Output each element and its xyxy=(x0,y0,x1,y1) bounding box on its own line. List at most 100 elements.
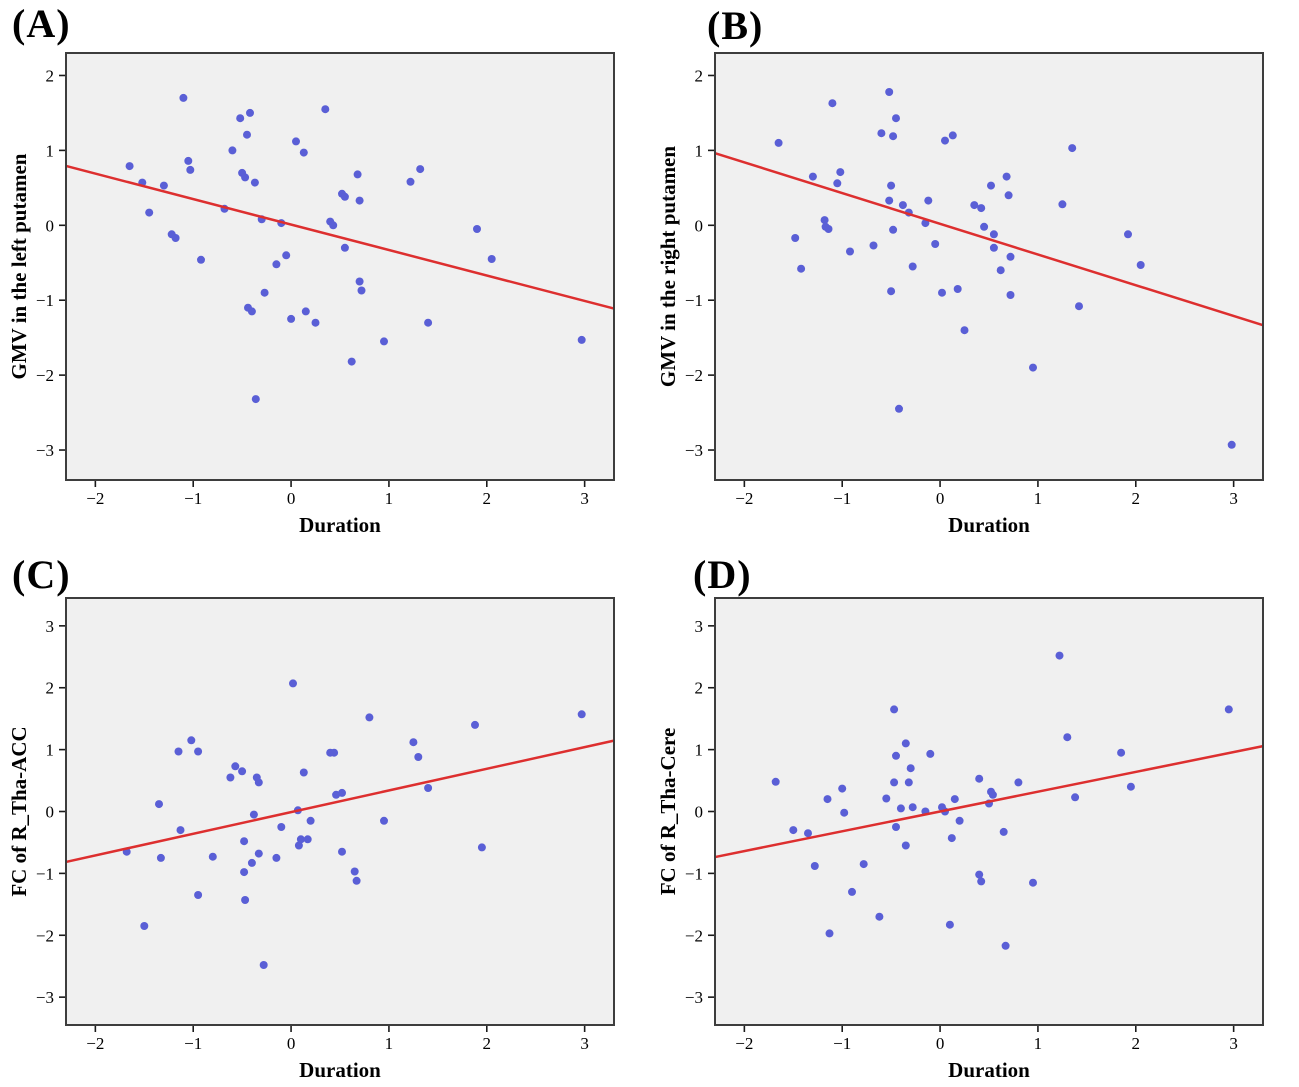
data-point xyxy=(260,288,269,297)
y-tick-label: 2 xyxy=(46,66,55,85)
data-point xyxy=(238,767,247,776)
plot-frame xyxy=(65,597,615,1026)
data-point xyxy=(1227,440,1236,449)
x-tick-label: −1 xyxy=(184,489,202,508)
data-point xyxy=(931,240,940,248)
data-point xyxy=(471,720,479,729)
y-tick-label: −3 xyxy=(36,441,54,460)
data-point xyxy=(301,307,310,316)
data-point xyxy=(330,748,339,757)
data-point xyxy=(1029,878,1037,887)
data-point xyxy=(825,929,834,938)
y-tick-label: 0 xyxy=(46,216,55,235)
data-point xyxy=(904,778,913,787)
data-point xyxy=(953,285,962,293)
data-point xyxy=(176,826,185,835)
data-point xyxy=(1117,748,1126,757)
x-tick-label: 0 xyxy=(287,1034,296,1053)
data-point xyxy=(228,146,237,155)
data-point xyxy=(247,858,256,867)
data-point xyxy=(955,816,964,825)
data-point xyxy=(338,788,346,797)
data-point xyxy=(804,829,812,838)
data-point xyxy=(889,132,898,141)
scatter-chart-d: −2 −1 0 1 2 3 3 2 1 0 −1 −2 −3 Duration FC of R_Tha-Ce… xyxy=(649,545,1299,1087)
data-point xyxy=(208,852,217,861)
data-point xyxy=(250,178,259,187)
data-point xyxy=(898,201,907,210)
data-point xyxy=(938,288,946,297)
data-point xyxy=(240,837,249,846)
scatter-plot-svg: −2 −1 0 1 2 3 3 2 1 0 −1 −2 −3 Duration FC of R_Tha-Ce… xyxy=(656,597,1264,1082)
x-tick-label: −1 xyxy=(833,1034,851,1053)
data-point xyxy=(960,326,969,335)
data-point xyxy=(1068,144,1077,153)
data-point xyxy=(296,835,305,844)
data-point xyxy=(889,225,898,234)
x-tick-label: −2 xyxy=(735,489,753,508)
data-point xyxy=(774,138,783,147)
data-point xyxy=(945,920,954,929)
data-point xyxy=(948,131,957,140)
data-point xyxy=(950,795,959,804)
y-axis-title: FC of R_Tha-Cere xyxy=(656,728,680,896)
data-point xyxy=(885,88,894,96)
data-point xyxy=(254,778,263,787)
y-tick-label: −3 xyxy=(36,988,54,1007)
data-point xyxy=(197,255,205,264)
data-point xyxy=(1063,733,1072,742)
data-point xyxy=(808,172,817,181)
x-axis-title: Duration xyxy=(299,1058,381,1082)
data-point xyxy=(487,255,496,263)
x-tick-label: −2 xyxy=(735,1034,753,1053)
panel-a: −2 −1 0 1 2 3 2 1 0 −1 −2 −3 Duration GMV in the left… xyxy=(0,0,649,545)
x-tick-label: 1 xyxy=(385,489,394,508)
data-point xyxy=(789,826,798,835)
x-tick-label: −1 xyxy=(833,489,851,508)
scatter-plot-svg: −2 −1 0 1 2 3 2 1 0 −1 −2 −3 Duration GMV in the righ… xyxy=(656,52,1264,537)
data-point xyxy=(194,747,203,756)
data-point xyxy=(848,887,856,896)
y-tick-label: −2 xyxy=(685,366,703,385)
y-tick-label: 1 xyxy=(695,141,704,160)
data-point xyxy=(414,753,423,761)
data-point xyxy=(901,841,910,850)
data-point xyxy=(941,136,949,145)
y-tick-label: −1 xyxy=(36,864,54,883)
scatter-chart-b: −2 −1 0 1 2 3 2 1 0 −1 −2 −3 Duration GMV in the righ… xyxy=(649,0,1299,545)
data-point xyxy=(797,264,806,273)
panel-label-a: (A) xyxy=(12,1,71,46)
regression-line xyxy=(65,164,615,310)
data-point xyxy=(145,208,154,217)
data-point xyxy=(791,234,800,242)
data-point xyxy=(338,847,346,856)
data-point xyxy=(299,768,308,777)
x-tick-label: 0 xyxy=(936,489,945,508)
y-tick-label: −1 xyxy=(685,291,703,310)
y-tick-label: 1 xyxy=(695,741,704,760)
data-point xyxy=(859,860,868,869)
data-point xyxy=(577,710,586,719)
data-point xyxy=(287,314,296,323)
plot-frame xyxy=(65,52,615,481)
data-point xyxy=(289,679,297,688)
data-point xyxy=(1126,782,1135,791)
data-point xyxy=(975,774,984,783)
data-point xyxy=(896,804,905,813)
regression-line xyxy=(714,151,1264,327)
data-point xyxy=(321,105,330,114)
data-point xyxy=(311,318,320,327)
y-tick-label: 1 xyxy=(46,141,55,160)
plot-frame xyxy=(714,597,1264,1026)
x-tick-label: 0 xyxy=(936,1034,945,1053)
data-point xyxy=(355,277,364,286)
panel-c: −2 −1 0 1 2 3 3 2 1 0 −1 −2 −3 Duration FC of R_Tha-AC… xyxy=(0,545,649,1087)
plot-area xyxy=(715,598,1263,1025)
data-point xyxy=(409,738,418,747)
data-point xyxy=(424,784,433,792)
data-point xyxy=(890,705,899,714)
data-point xyxy=(241,173,250,182)
x-tick-label: 2 xyxy=(1132,489,1141,508)
data-point xyxy=(975,870,984,879)
